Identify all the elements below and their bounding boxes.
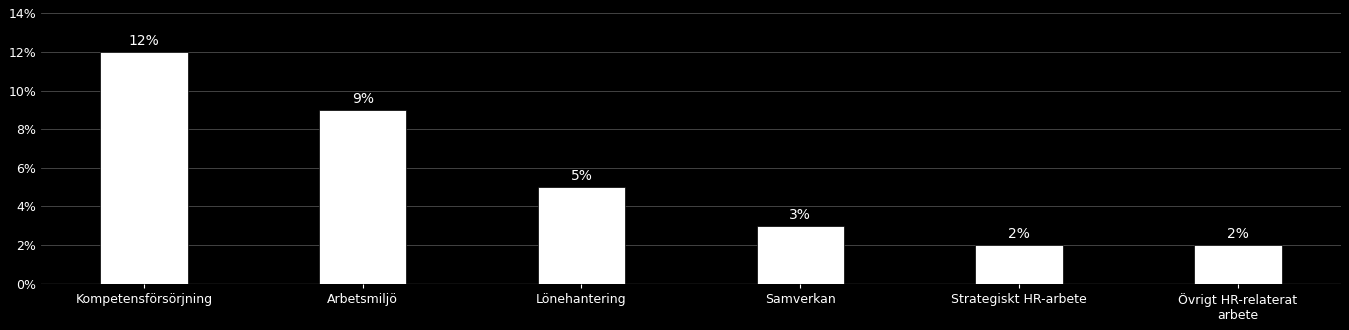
- Bar: [538, 187, 625, 284]
- Text: 9%: 9%: [352, 92, 374, 106]
- Bar: [975, 245, 1063, 284]
- Bar: [100, 52, 188, 284]
- Text: 2%: 2%: [1226, 227, 1249, 241]
- Text: 2%: 2%: [1008, 227, 1031, 241]
- Text: 5%: 5%: [571, 169, 592, 183]
- Bar: [757, 226, 844, 284]
- Bar: [318, 110, 406, 284]
- Text: 3%: 3%: [789, 208, 811, 222]
- Bar: [1194, 245, 1282, 284]
- Text: 12%: 12%: [128, 34, 159, 48]
